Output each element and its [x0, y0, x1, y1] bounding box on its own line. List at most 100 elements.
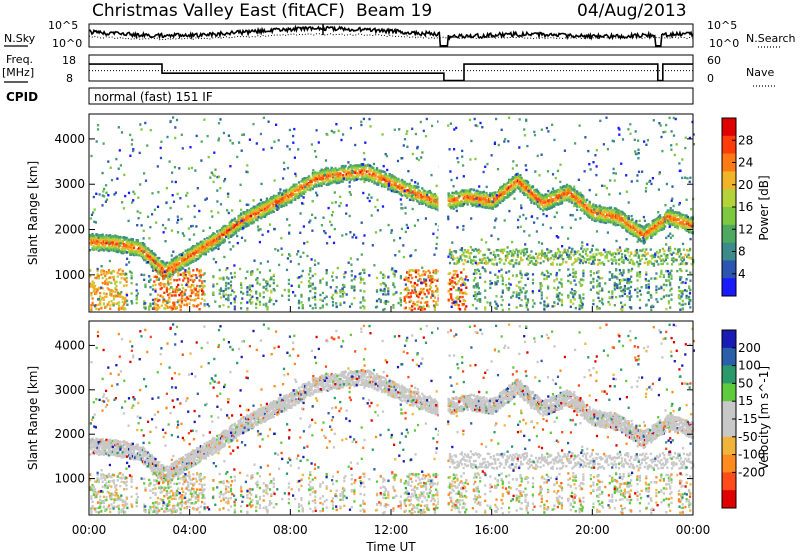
power-cell — [199, 250, 202, 253]
power-cell — [163, 291, 166, 294]
power-cell — [90, 233, 93, 237]
power-cell — [334, 178, 337, 182]
power-cell — [201, 281, 204, 285]
power-cell — [498, 198, 501, 201]
power-cell — [281, 200, 284, 203]
power-cell — [641, 232, 644, 236]
power-cell — [256, 206, 259, 209]
power-cell — [105, 248, 108, 251]
power-cell — [408, 187, 411, 190]
power-cell — [216, 230, 219, 233]
power-cell — [606, 218, 609, 222]
power-cell — [258, 204, 262, 208]
power-cell — [227, 236, 230, 240]
power-cell — [680, 225, 683, 228]
power-cell — [193, 256, 196, 259]
power-cell — [568, 197, 571, 200]
power-cell — [90, 306, 93, 309]
power-cell — [649, 225, 652, 228]
power-cell — [334, 172, 337, 175]
power-cell — [289, 195, 292, 199]
power-cell — [207, 242, 210, 245]
power-cell — [466, 194, 469, 198]
power-cell — [201, 252, 204, 255]
power-cell — [325, 172, 328, 175]
power-cell — [126, 244, 129, 247]
power-cell — [654, 229, 657, 232]
power-cell — [117, 301, 121, 304]
power-cell — [520, 184, 523, 187]
power-cell — [211, 243, 214, 246]
power-cell — [506, 185, 509, 188]
power-cell — [504, 196, 507, 199]
power-cell — [601, 207, 604, 210]
power-cell — [289, 193, 292, 197]
power-cell — [594, 208, 598, 212]
power-cell — [206, 248, 209, 252]
power-cell — [633, 231, 637, 235]
power-cell — [484, 206, 487, 209]
power-cell — [467, 190, 470, 193]
power-cell — [124, 236, 127, 239]
power-cell — [684, 216, 687, 219]
noise-left-tick-bottom: 10^0 — [52, 37, 82, 50]
power-cell — [180, 258, 184, 261]
power-cell — [121, 297, 124, 300]
power-cell — [398, 192, 401, 195]
power-cell — [164, 299, 167, 303]
power-cell — [452, 195, 455, 198]
power-cell — [124, 250, 127, 253]
power-cell — [476, 200, 479, 204]
power-cell — [341, 174, 345, 177]
power-cell — [91, 297, 94, 300]
power-cell — [202, 290, 205, 294]
power-cell — [163, 263, 166, 266]
power-cell — [447, 194, 450, 197]
power-cell — [353, 179, 356, 182]
power-cell — [612, 220, 615, 223]
power-cell — [302, 186, 306, 190]
power-cell — [193, 252, 196, 255]
power-cell — [675, 218, 678, 221]
power-cell — [669, 211, 672, 214]
power-cell — [382, 174, 385, 178]
power-cell — [554, 190, 557, 193]
power-cell — [496, 200, 499, 203]
power-cell — [115, 244, 118, 247]
power-cell — [607, 212, 610, 215]
power-cell — [340, 180, 343, 183]
power-cell — [212, 238, 215, 241]
power-cell — [647, 223, 650, 226]
power-cell — [631, 218, 634, 221]
power-cell — [236, 223, 239, 226]
power-cell — [623, 225, 626, 228]
power-cell — [291, 198, 294, 202]
power-cell — [185, 263, 189, 267]
power-cell — [363, 166, 366, 169]
power-cell — [348, 174, 351, 178]
power-cell — [140, 249, 143, 252]
power-cell — [646, 231, 649, 234]
power-cell — [484, 202, 487, 205]
power-cell — [531, 196, 535, 199]
power-cell — [393, 190, 396, 194]
power-cell — [124, 243, 127, 247]
power-cell — [568, 195, 571, 199]
power-cell — [607, 220, 610, 224]
power-cell — [496, 203, 499, 207]
power-cell — [448, 194, 452, 197]
power-cell — [544, 198, 547, 201]
power-cell — [604, 215, 608, 218]
power-cell — [631, 230, 634, 233]
power-cell — [162, 273, 165, 276]
power-cell — [201, 245, 204, 249]
power-cell — [172, 301, 175, 305]
power-cell — [518, 185, 521, 189]
power-cell — [370, 174, 374, 177]
power-cell — [574, 194, 577, 198]
power-cell — [529, 194, 532, 198]
power-cell — [296, 188, 299, 192]
power-cell — [586, 213, 589, 217]
power-cell — [101, 239, 104, 242]
power-cell — [414, 186, 418, 190]
